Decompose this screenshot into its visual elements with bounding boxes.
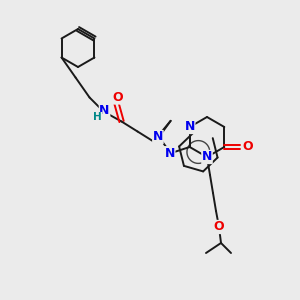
Text: N: N — [184, 121, 195, 134]
Text: O: O — [112, 91, 123, 104]
Text: O: O — [242, 140, 253, 154]
Text: N: N — [164, 147, 175, 160]
Text: N: N — [153, 130, 163, 143]
Text: H: H — [93, 112, 102, 122]
Text: N: N — [202, 151, 212, 164]
Text: N: N — [99, 104, 110, 117]
Text: O: O — [214, 220, 224, 233]
